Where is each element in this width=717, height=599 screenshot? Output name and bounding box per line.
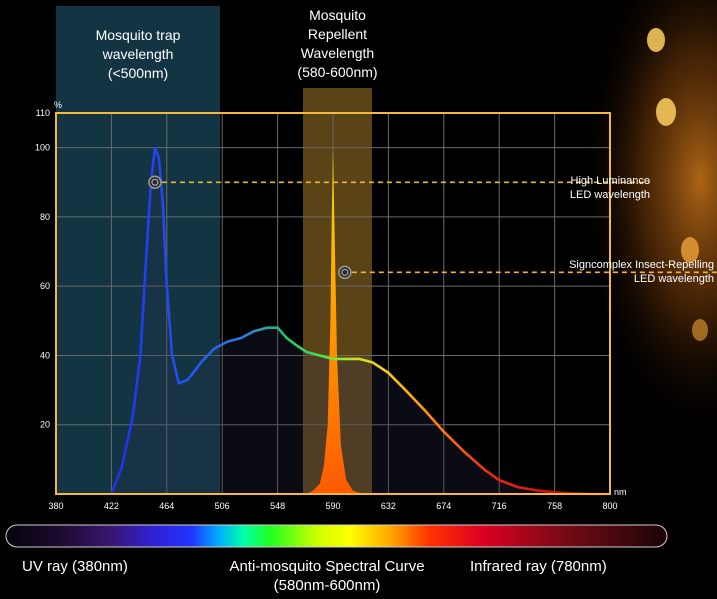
repellent-band-label-line4: (580-600nm)	[297, 64, 378, 80]
trap-band-label-line1: Mosquito trap	[95, 27, 181, 43]
callout-marker-outer	[338, 265, 352, 280]
trap-band-label: Mosquito trap wavelength (<500nm)	[56, 26, 220, 83]
x-tick-label: 632	[381, 501, 396, 511]
callout-marker-inner	[341, 268, 349, 276]
y-tick-label: 20	[40, 420, 50, 430]
x-tick-label: 800	[602, 501, 617, 511]
insect-repelling-callout: Signcomplex Insect-Repelling LED wavelen…	[480, 258, 714, 286]
x-tick-label: 758	[547, 501, 562, 511]
x-axis-ticks: 380 422 464 506 548 590 632 674 716 758 800	[48, 501, 617, 511]
y-tick-label: 60	[40, 281, 50, 291]
x-tick-label: 674	[436, 501, 451, 511]
high-luminance-callout-line2: LED wavelength	[569, 189, 650, 201]
x-tick-label: 422	[104, 501, 119, 511]
x-tick-label: 590	[325, 501, 340, 511]
trap-band-label-line3: (<500nm)	[107, 65, 169, 81]
repellent-band-label-line2: Repellent	[307, 26, 368, 42]
y-tick-label: 80	[40, 212, 50, 222]
repellent-band-label: Mosquito Repellent Wavelength (580-600nm…	[272, 6, 403, 82]
x-tick-label: 716	[492, 501, 507, 511]
spectral-curve-label: Anti-mosquito Spectral Curve (580nm-600n…	[196, 557, 458, 595]
uv-ray-label: UV ray (380nm)	[22, 558, 128, 575]
insect-repelling-callout-line2: LED wavelength	[633, 273, 714, 285]
mosquito-trap-band	[56, 6, 220, 494]
spectral-curve-label-line2: (580nm-600nm)	[273, 577, 381, 594]
high-luminance-spectrum-line	[110, 147, 610, 496]
insect-repelling-spectrum-peak	[306, 147, 363, 494]
x-tick-label: 548	[270, 501, 285, 511]
y-axis-ticks: 20 40 60 80 100 110	[35, 108, 50, 430]
insect-repelling-callout-line1: Signcomplex Insect-Repelling	[569, 259, 714, 271]
high-luminance-callout: High Luminance LED wavelength	[480, 174, 650, 202]
high-luminance-callout-line1: High Luminance	[570, 175, 651, 187]
x-tick-label: 506	[215, 501, 230, 511]
x-axis-label: nm	[614, 487, 627, 497]
x-tick-label: 380	[48, 501, 63, 511]
spectral-curve-label-line1: Anti-mosquito Spectral Curve	[229, 558, 425, 575]
y-tick-label: 40	[40, 350, 50, 360]
infrared-ray-label: Infrared ray (780nm)	[470, 558, 607, 575]
callout-marker-inner	[151, 178, 159, 186]
chart-frame	[55, 112, 611, 495]
y-tick-label: 110	[36, 108, 50, 118]
callout-markers	[148, 175, 717, 280]
y-tick-label: 100	[35, 143, 50, 153]
high-luminance-spectrum-fill	[111, 147, 611, 494]
spectrum-bar	[5, 524, 668, 548]
repellent-band-label-line3: Wavelength	[300, 45, 375, 61]
callout-marker-outer	[148, 175, 162, 190]
led-strip-decoration	[580, 0, 717, 440]
trap-band-label-line2: wavelength	[102, 46, 174, 62]
repellent-band-label-line1: Mosquito	[309, 7, 366, 23]
y-axis-label: %	[54, 100, 62, 110]
x-tick-label: 464	[159, 501, 174, 511]
